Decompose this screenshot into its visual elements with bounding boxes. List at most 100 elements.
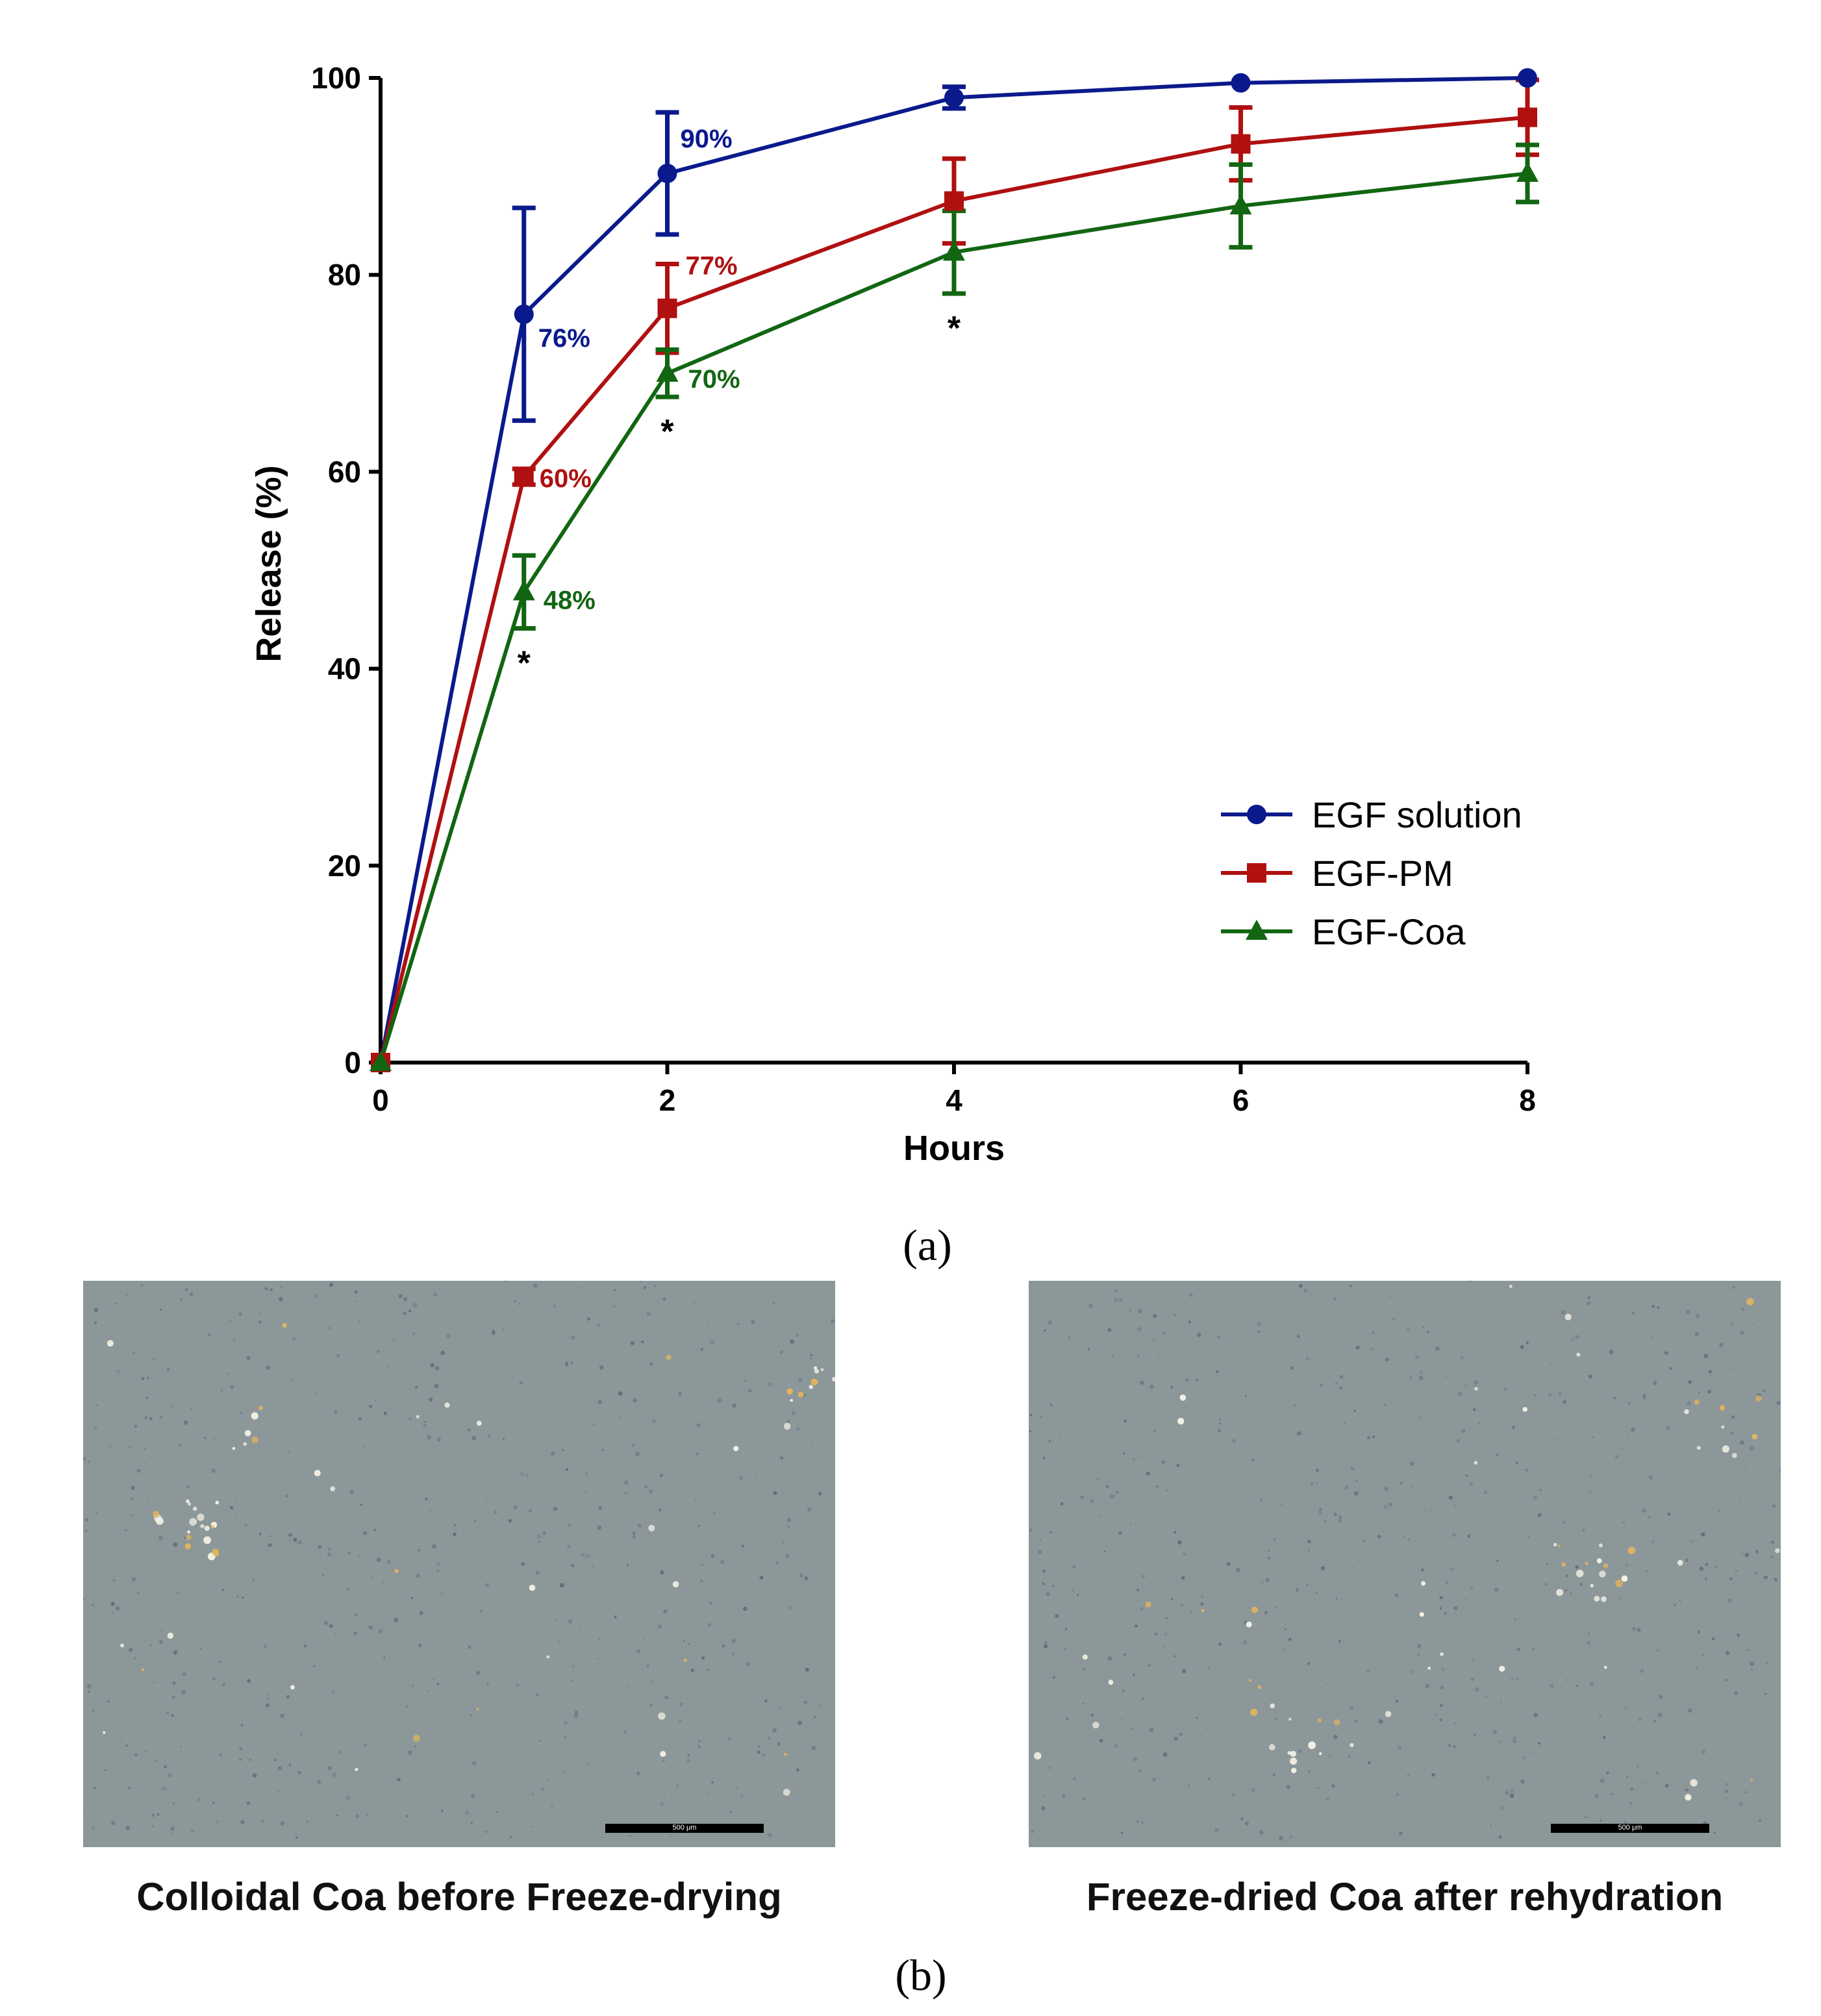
speckle (797, 1378, 803, 1382)
speckle (246, 1802, 250, 1805)
speckle (115, 1302, 118, 1304)
speckle (1288, 1637, 1292, 1641)
speckle (1631, 1428, 1635, 1432)
speckle (1548, 1392, 1552, 1398)
speckle (1195, 1378, 1199, 1381)
speckle (1685, 1558, 1689, 1562)
speckle (240, 1820, 245, 1824)
speckle (1177, 1455, 1179, 1457)
speckle (1520, 1344, 1524, 1350)
speckle (397, 1778, 401, 1782)
speckle (1135, 1624, 1138, 1628)
bright-particle (187, 1530, 190, 1534)
speckle (1451, 1532, 1456, 1537)
speckle (1261, 1581, 1264, 1583)
speckle (790, 1339, 794, 1344)
speckle (1705, 1578, 1707, 1580)
speckle (280, 1821, 285, 1826)
speckle (683, 1640, 685, 1643)
speckle (1340, 1598, 1342, 1601)
speckle (1527, 1535, 1530, 1538)
speckle (1715, 1565, 1718, 1568)
speckle (1305, 1357, 1309, 1361)
speckle (1740, 1440, 1744, 1445)
bright-particle (1684, 1409, 1689, 1415)
speckle (1624, 1821, 1627, 1824)
speckle (1550, 1683, 1554, 1688)
speckle (120, 1740, 123, 1742)
speckle (1749, 1446, 1754, 1451)
speckle (1602, 1763, 1604, 1765)
bright-particle (1257, 1685, 1262, 1689)
speckle (239, 1746, 243, 1751)
speckle (382, 1581, 384, 1583)
speckle (1770, 1555, 1774, 1559)
speckle (1096, 1478, 1099, 1480)
speckle (697, 1524, 701, 1528)
speckle (173, 1650, 178, 1655)
speckle (129, 1435, 131, 1437)
speckle (1664, 1351, 1668, 1355)
panel-label-b: (b) (895, 1950, 947, 2000)
speckle (368, 1625, 373, 1630)
scale-label-right: 500 μm (1618, 1824, 1642, 1832)
speckle (1129, 1309, 1131, 1312)
speckle (570, 1361, 573, 1365)
speckle (433, 1292, 438, 1297)
speckle (241, 1596, 244, 1599)
speckle (1333, 1557, 1335, 1559)
speckle (623, 1730, 627, 1734)
scale-bar-left (605, 1824, 764, 1833)
speckle (107, 1713, 109, 1715)
speckle (171, 1832, 173, 1833)
speckle (554, 1619, 557, 1621)
speckle (660, 1570, 664, 1575)
speckle (1181, 1669, 1187, 1674)
legend-label: EGF-PM (1312, 853, 1453, 894)
speckle (266, 1703, 270, 1707)
speckle (146, 1497, 149, 1500)
bright-particle (546, 1655, 550, 1659)
bright-particle (203, 1536, 211, 1544)
speckle (796, 1427, 800, 1431)
speckle (537, 1534, 542, 1539)
speckle (1623, 1522, 1625, 1524)
speckle (418, 1643, 422, 1648)
speckle (694, 1498, 696, 1500)
speckle (775, 1561, 779, 1565)
speckle (664, 1695, 668, 1700)
speckle (1129, 1524, 1132, 1526)
speckle (244, 1524, 247, 1526)
speckle (1076, 1594, 1079, 1596)
bright-particle (1752, 1433, 1758, 1440)
speckle (1208, 1667, 1210, 1669)
speckle (1383, 1505, 1388, 1509)
speckle (1421, 1568, 1424, 1572)
speckle (140, 1284, 144, 1287)
speckle (94, 1427, 97, 1430)
speckle (1429, 1510, 1431, 1513)
speckle (626, 1686, 628, 1688)
bright-particle (1690, 1779, 1698, 1787)
speckle (170, 1826, 175, 1831)
speckle (736, 1787, 738, 1789)
speckle (238, 1312, 242, 1316)
bright-particle (1615, 1580, 1623, 1587)
speckle (613, 1289, 616, 1292)
speckle (597, 1400, 603, 1404)
y-tick-label: 100 (311, 61, 361, 95)
bright-particle (1177, 1418, 1185, 1425)
speckle (1687, 1401, 1691, 1406)
bright-particle (1603, 1563, 1609, 1569)
speckle (125, 1826, 130, 1830)
bright-particle (1474, 1387, 1478, 1391)
speckle (1526, 1341, 1529, 1344)
speckle (810, 1354, 812, 1356)
x-axis-title: Hours (903, 1129, 1005, 1168)
speckle (579, 1628, 581, 1630)
speckle (252, 1579, 255, 1581)
speckle (470, 1821, 473, 1824)
speckle (143, 1461, 145, 1464)
speckle (581, 1553, 585, 1557)
bright-particle (244, 1430, 251, 1437)
